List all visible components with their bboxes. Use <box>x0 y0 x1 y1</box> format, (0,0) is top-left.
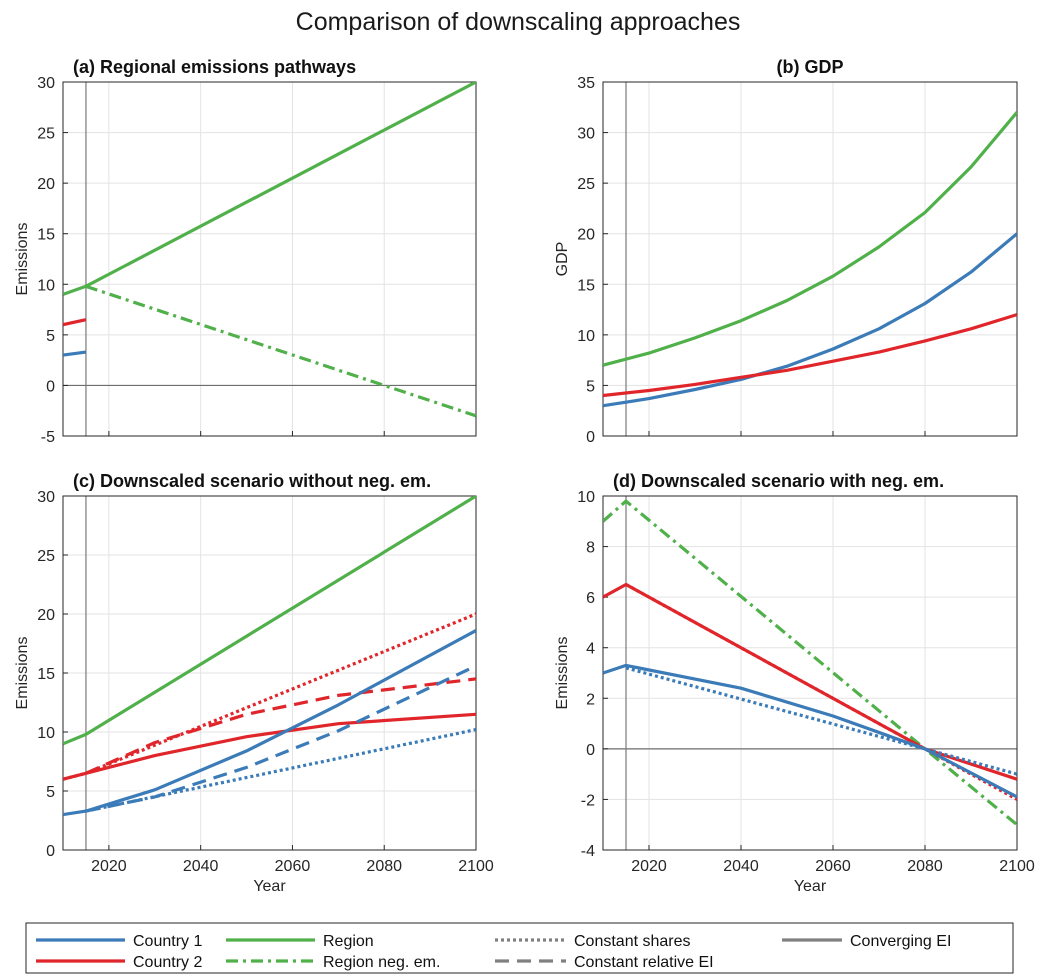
ytick-label-c-4: 20 <box>37 607 55 624</box>
y-axis-label-d: Emissions <box>554 637 571 710</box>
legend-label-4: Constant shares <box>574 933 691 950</box>
ytick-label-b-5: 25 <box>577 176 595 193</box>
ytick-label-c-1: 5 <box>46 784 55 801</box>
xtick-label-c-0: 2020 <box>91 858 127 875</box>
ytick-label-a-0: -5 <box>41 429 55 446</box>
series-c-country1-solid-4 <box>63 629 476 817</box>
ytick-label-c-5: 25 <box>37 548 55 565</box>
ytick-label-b-7: 35 <box>577 75 595 92</box>
ytick-label-d-4: 4 <box>586 641 595 658</box>
y-axis-label-a: Emissions <box>14 223 31 296</box>
axes-box-b <box>602 81 1018 437</box>
panel-title-c: (c) Downscaled scenario without neg. em. <box>73 471 431 491</box>
series-b-country2-solid-2 <box>603 313 1017 398</box>
series-d-region-dashdot-0 <box>603 499 1017 826</box>
panel-title-d: (d) Downscaled scenario with neg. em. <box>613 471 944 491</box>
axes-box-a <box>62 81 477 437</box>
panel-c: 0 5 10 15 20 25 30 2020 2040 2060 2080 2100 (c) Down… <box>14 471 494 895</box>
ytick-label-b-4: 20 <box>577 227 595 244</box>
legend-box <box>25 922 1014 974</box>
ytick-label-d-5: 6 <box>586 590 595 607</box>
series-a-country1-solid-0 <box>63 350 87 357</box>
xtick-label-d-0: 2020 <box>631 858 667 875</box>
ytick-label-c-0: 0 <box>46 843 55 860</box>
ytick-label-a-6: 25 <box>37 126 55 143</box>
ytick-label-b-0: 0 <box>586 429 595 446</box>
legend-label-0: Country 1 <box>133 933 202 950</box>
xtick-label-c-3: 2080 <box>366 858 402 875</box>
ytick-label-d-2: 0 <box>586 742 595 759</box>
ytick-label-a-4: 15 <box>37 227 55 244</box>
series-a-country2-solid-1 <box>63 318 87 327</box>
ytick-label-d-6: 8 <box>586 540 595 557</box>
panel-b: 0 5 10 15 20 25 30 35 (b) GDP GDP <box>554 57 1018 446</box>
series-d-country2-solid-1 <box>603 582 1017 781</box>
series-d-country1-solid-3 <box>603 663 1017 799</box>
ytick-label-d-0: -4 <box>581 843 595 860</box>
legend-label-3: Region neg. em. <box>323 954 440 971</box>
xtick-label-d-4: 2100 <box>999 858 1035 875</box>
legend-label-5: Constant relative EI <box>574 954 714 971</box>
ytick-label-a-3: 10 <box>37 277 55 294</box>
series-c-region-solid-0 <box>63 496 476 746</box>
xtick-label-d-2: 2060 <box>815 858 851 875</box>
xtick-label-c-1: 2040 <box>183 858 219 875</box>
series-c-country2-dashed-2 <box>85 677 476 775</box>
series-b-region-solid-0 <box>603 111 1017 367</box>
legend: Country 1 Country 2 Region Region neg. em. C… <box>25 922 1014 974</box>
xtick-label-c-2: 2060 <box>275 858 311 875</box>
ytick-label-c-3: 15 <box>37 666 55 683</box>
ytick-label-a-5: 20 <box>37 176 55 193</box>
legend-label-1: Country 2 <box>133 954 202 971</box>
series-c-country1-dashed-5 <box>85 664 476 813</box>
ytick-label-b-3: 15 <box>577 277 595 294</box>
ytick-label-b-1: 5 <box>586 378 595 395</box>
series-c-country1-dotted-6 <box>85 728 476 813</box>
ytick-label-d-1: -2 <box>581 792 595 809</box>
y-axis-label-b: GDP <box>554 242 571 277</box>
series-a-region-solid-2 <box>63 82 476 296</box>
x-axis-label-d: Year <box>794 878 827 895</box>
ytick-label-a-1: 0 <box>46 378 55 395</box>
panel-title-b: (b) GDP <box>777 57 844 77</box>
ytick-label-b-2: 10 <box>577 328 595 345</box>
series-b-country1-solid-1 <box>603 232 1017 408</box>
figure-title: Comparison of downscaling approaches <box>296 8 741 36</box>
y-axis-label-c: Emissions <box>14 637 31 710</box>
series-c-country2-solid-3 <box>63 712 476 781</box>
ytick-label-a-7: 30 <box>37 75 55 92</box>
series-c-country2-dotted-1 <box>63 612 476 781</box>
series-a-region-dashdot-3 <box>85 284 476 418</box>
series-d-country1-dotted-4 <box>625 666 1017 776</box>
ytick-label-a-2: 5 <box>46 328 55 345</box>
panel-a: -5 0 5 10 15 20 25 30 (a) Regional emissions pat… <box>14 57 477 446</box>
ytick-label-d-3: 2 <box>586 691 595 708</box>
xtick-label-c-4: 2100 <box>458 858 494 875</box>
x-axis-label-c: Year <box>253 878 286 895</box>
panel-d: -4 -2 0 2 4 6 8 10 2020 2040 2060 2080 2100 (d) Downs… <box>554 471 1035 895</box>
ytick-label-b-6: 30 <box>577 126 595 143</box>
ytick-label-c-6: 30 <box>37 489 55 506</box>
xtick-label-d-3: 2080 <box>907 858 943 875</box>
ytick-label-c-2: 10 <box>37 725 55 742</box>
xtick-label-d-1: 2040 <box>723 858 759 875</box>
legend-label-2: Region <box>323 933 374 950</box>
panel-title-a: (a) Regional emissions pathways <box>73 57 356 77</box>
ytick-label-d-7: 10 <box>577 489 595 506</box>
legend-label-6: Converging EI <box>850 933 951 950</box>
